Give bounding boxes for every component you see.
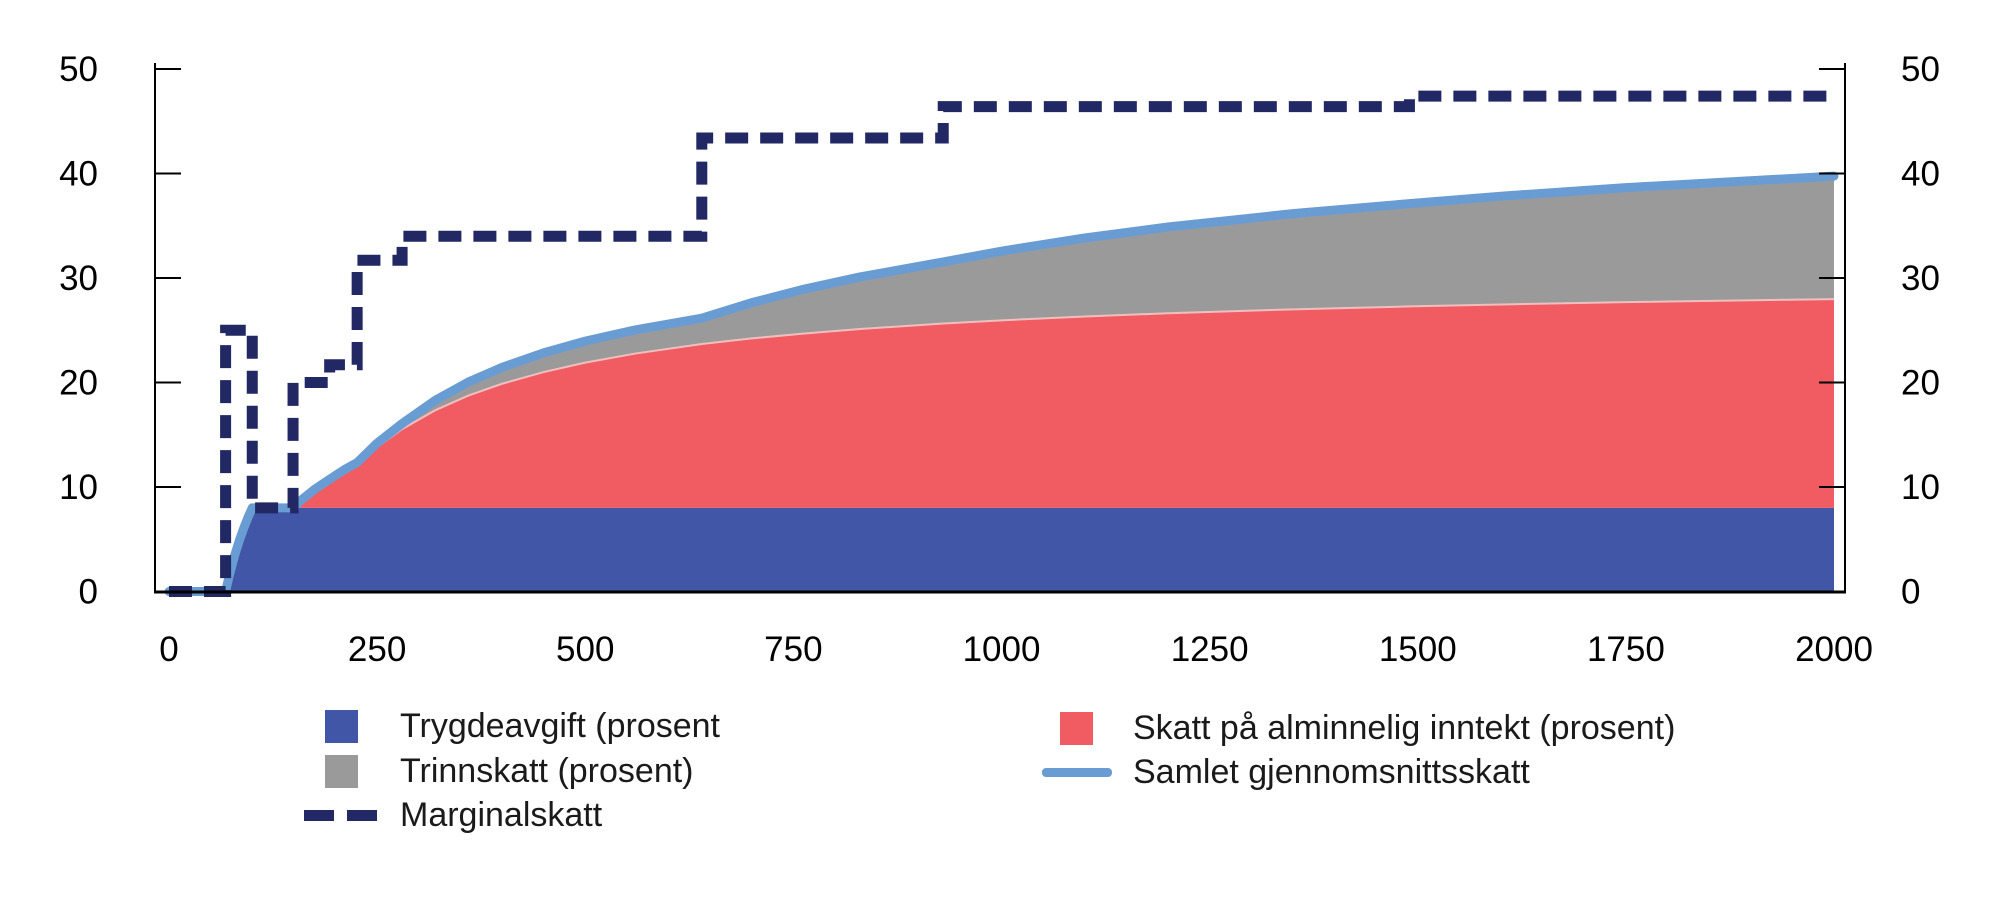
- marginalskatt-line: [169, 90, 1834, 597]
- legend-label-samlet-gjennomsnittsskatt: Samlet gjennomsnittsskatt: [1133, 753, 1530, 791]
- samlet-gjennomsnittsskatt-swatch: [1042, 768, 1112, 777]
- trygdeavgift-swatch: [325, 710, 358, 743]
- legend-label-alminnelig-inntekt: Skatt på alminnelig inntekt (prosent): [1133, 709, 1676, 747]
- x-tick-label: 0: [159, 630, 178, 669]
- alminnelig-area: [169, 299, 1834, 592]
- legend-swatch-cell: [1042, 709, 1133, 747]
- legend-swatch-cell: [1042, 753, 1133, 791]
- legend-swatch-cell: [304, 796, 400, 834]
- legend-item-alminnelig-inntekt: Skatt på alminnelig inntekt (prosent): [1042, 709, 1675, 747]
- y-tick-label-left: 10: [59, 468, 98, 507]
- x-tick-label: 2000: [1795, 630, 1873, 669]
- x-tick-label: 500: [556, 630, 614, 669]
- legend-item-samlet-gjennomsnittsskatt: Samlet gjennomsnittsskatt: [1042, 753, 1530, 791]
- y-tick-label-right: 40: [1901, 155, 1940, 194]
- y-tick-label-right: 10: [1901, 468, 1940, 507]
- y-tick-label-right: 50: [1901, 50, 1940, 89]
- x-tick-label: 1500: [1379, 630, 1457, 669]
- x-tick-label: 1000: [963, 630, 1041, 669]
- legend-swatch-cell: [304, 707, 400, 745]
- dash-segment: [347, 810, 377, 821]
- dash-segment: [304, 810, 334, 821]
- trinnskatt-area: [169, 176, 1834, 592]
- legend-item-trygdeavgift: Trygdeavgift (prosent: [304, 707, 720, 745]
- y-tick-label-left: 30: [59, 259, 98, 298]
- y-tick-label-right: 0: [1901, 573, 1920, 612]
- y-tick-label-right: 20: [1901, 364, 1940, 403]
- x-tick-label: 1250: [1171, 630, 1249, 669]
- y-tick-label-right: 30: [1901, 259, 1940, 298]
- samlet-gjennomsnittsskatt-line: [164, 171, 1839, 596]
- x-tick-label: 1750: [1587, 630, 1665, 669]
- y-tick-label-left: 40: [59, 155, 98, 194]
- x-tick-label: 750: [764, 630, 822, 669]
- y-tick-label-left: 20: [59, 364, 98, 403]
- y-tick-label-left: 0: [79, 573, 98, 612]
- legend-item-trinnskatt: Trinnskatt (prosent): [304, 752, 694, 790]
- trinnskatt-swatch: [325, 755, 358, 788]
- legend-label-marginalskatt: Marginalskatt: [400, 796, 603, 834]
- legend-label-trygdeavgift: Trygdeavgift (prosent: [400, 707, 720, 745]
- legend-swatch-cell: [304, 752, 400, 790]
- y-tick-label-left: 50: [59, 50, 98, 89]
- marginalskatt-dashes-swatch: [304, 810, 377, 821]
- legend-item-marginalskatt: Marginalskatt: [304, 796, 602, 834]
- trygdeavgift-area: [169, 507, 1834, 592]
- legend-label-trinnskatt: Trinnskatt (prosent): [400, 752, 694, 790]
- x-tick-label: 250: [348, 630, 406, 669]
- alminnelig-inntekt-swatch: [1060, 712, 1093, 745]
